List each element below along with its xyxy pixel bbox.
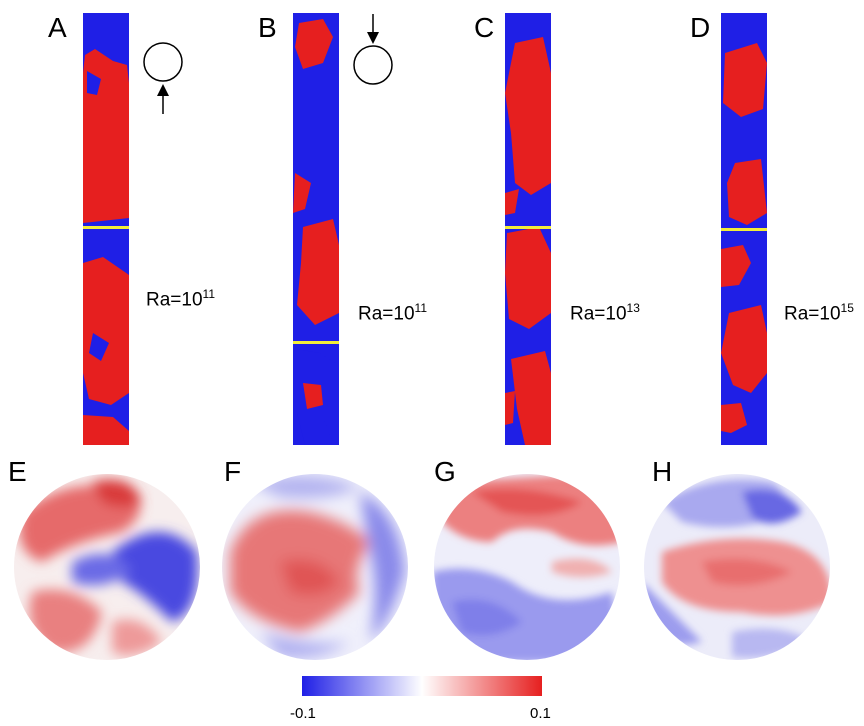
cylinder-b: [293, 13, 339, 445]
panel-label-e: E: [8, 456, 27, 487]
cross-section-h: [644, 474, 830, 660]
ra-label-c: Ra=1013: [570, 301, 640, 325]
cylinder-a: [83, 13, 129, 445]
ra-label-a: Ra=1011: [146, 287, 215, 311]
circle-with-up-arrow-icon: [143, 42, 183, 114]
panel-label-a: A: [48, 12, 67, 43]
colorbar: [302, 676, 542, 696]
panel-label-d: D: [690, 12, 711, 43]
panel-label-g: G: [434, 456, 456, 487]
ra-label-d: Ra=1015: [784, 301, 854, 325]
colorbar-max-label: 0.1: [530, 705, 551, 722]
panel-label-b: B: [258, 12, 277, 43]
cylinder-c: [505, 13, 551, 445]
cross-section-g: [434, 474, 620, 660]
cylinder-d: [721, 13, 767, 445]
panel-label-c: C: [474, 12, 495, 43]
panel-label-h: H: [652, 456, 673, 487]
colorbar-min-label: -0.1: [290, 705, 316, 722]
ra-label-b: Ra=1011: [358, 301, 427, 325]
cross-section-f: [222, 474, 408, 660]
circle-with-down-arrow-icon: [353, 14, 393, 85]
panel-label-f: F: [224, 456, 242, 487]
cross-section-e: [14, 474, 200, 660]
